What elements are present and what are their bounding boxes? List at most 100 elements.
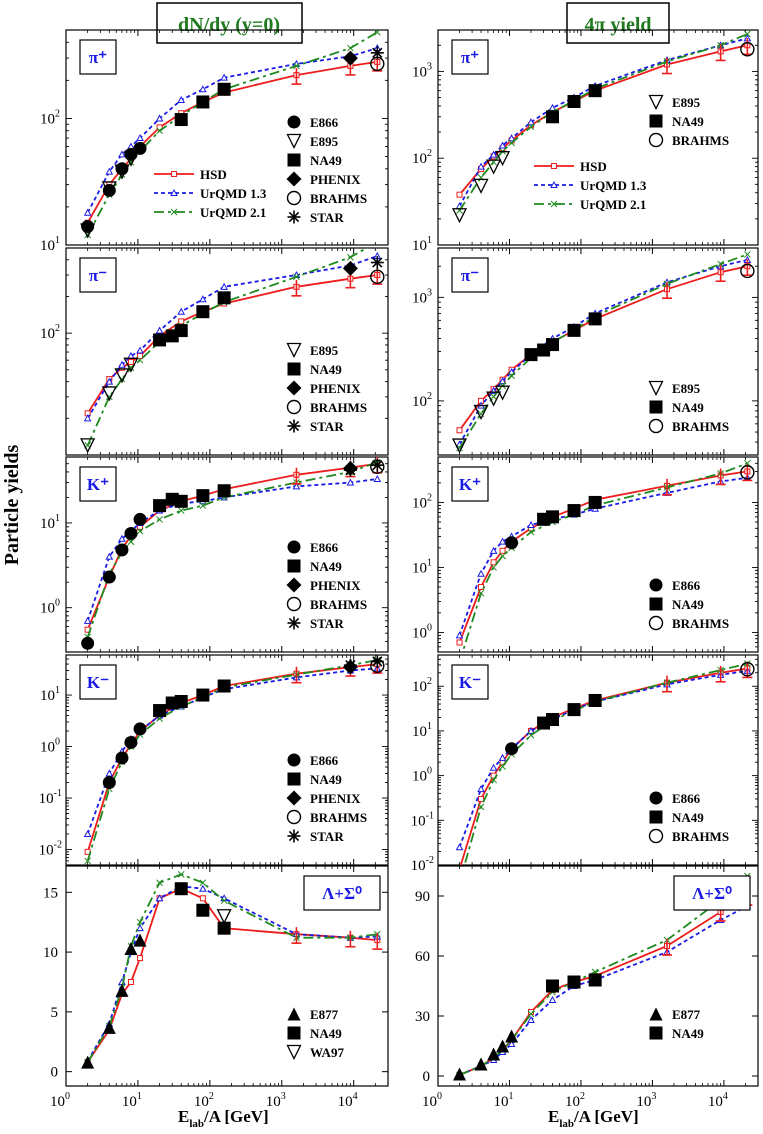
- data-point-e877: [133, 933, 147, 947]
- panel-label-text: π⁺: [89, 48, 107, 67]
- series-point-urqmd-2-1: [508, 372, 515, 380]
- legend-marker-brahms: [648, 418, 664, 434]
- panel-label: Λ+Σ⁰: [673, 875, 751, 911]
- legend-marker-e895: [648, 94, 664, 110]
- data-point-brahms: [370, 269, 385, 285]
- data-point-na49: [546, 713, 560, 727]
- legend-label: STAR: [310, 210, 344, 225]
- plot-area: [455, 660, 755, 865]
- series-point-urqmd-2-1: [477, 589, 485, 597]
- panel-lambda-sigma0-midrapidity: 100 101 102 103 104 0 5 10 15 Λ+Σ⁰ E877 NA49 WA97: [43, 865, 389, 1110]
- series-point-urqmd-1-3: [498, 753, 507, 761]
- data-point-e866: [133, 141, 147, 155]
- legend-marker-e895: [286, 342, 302, 358]
- data-point-e895: [473, 178, 489, 194]
- error-bar: [715, 265, 726, 283]
- series-point-urqmd-1-3: [118, 360, 126, 368]
- series-point-urqmd-1-3: [136, 346, 144, 354]
- legend-label: E877: [310, 1007, 339, 1022]
- y-tick-label: 101: [412, 557, 432, 576]
- data-point-e866: [505, 536, 519, 550]
- legend-label: NA49: [310, 153, 342, 168]
- panel-label-text: π⁺: [461, 48, 479, 67]
- legend-label: E866: [310, 753, 339, 768]
- data-point-na49: [567, 975, 581, 989]
- series-line-urqmd-2-1: [461, 462, 748, 652]
- error-bar: [662, 939, 673, 956]
- error-bar: [742, 259, 753, 277]
- series-point-urqmd-1-3: [155, 894, 164, 902]
- panel-k-4pi: 10-2 10-1 100 101 102 K⁻ E866 NA49 BRAHMS: [411, 654, 759, 874]
- data-point-e866: [115, 751, 129, 765]
- data-point-e895: [486, 159, 502, 175]
- panel-label: π⁺: [79, 39, 117, 75]
- legend-marker-wa97: [286, 1044, 302, 1060]
- series-point-urqmd-1-3: [477, 785, 485, 793]
- series-point-urqmd-1-3: [105, 552, 114, 560]
- legend-label: E866: [672, 791, 701, 806]
- data-point-na49: [217, 921, 231, 935]
- legend-label: STAR: [310, 829, 344, 844]
- legend-marker-na49: [287, 153, 301, 167]
- series-point-urqmd-1-3: [199, 295, 207, 303]
- legend-label: NA49: [672, 1026, 704, 1041]
- y-tick-label: 102: [412, 148, 432, 167]
- error-bar: [372, 933, 383, 950]
- y-tick-label: 102: [412, 391, 432, 410]
- data-point-na49: [217, 679, 231, 693]
- legend-marker-e866: [649, 578, 663, 592]
- panel-label: K⁻: [451, 664, 489, 700]
- series-point-hsd: [478, 795, 485, 802]
- data-point-e895: [114, 368, 130, 384]
- data-point-na49: [588, 973, 602, 987]
- panel-pi-4pi: 102 103 π⁻ E895 NA49 BRAHMS: [412, 247, 759, 456]
- panel-label-text: K⁻: [87, 673, 109, 692]
- data-point-na49: [153, 499, 167, 513]
- series-point-hsd: [456, 639, 463, 646]
- data-point-e877: [453, 1067, 467, 1081]
- data-point-na49: [217, 484, 231, 498]
- data-point-na49: [153, 704, 167, 718]
- data-point-e866: [81, 636, 95, 650]
- series-line-urqmd-2-1: [86, 659, 378, 862]
- data-point-na49: [588, 84, 602, 98]
- series-point-hsd: [499, 547, 506, 554]
- plot-frame: [437, 456, 759, 653]
- legend-label: E895: [310, 134, 339, 149]
- plot-area: [451, 30, 755, 224]
- col-title-right: 4π yield: [566, 2, 670, 44]
- series-point-urqmd-2-1: [156, 516, 163, 523]
- legend-label: BRAHMS: [310, 597, 367, 612]
- data-point-na49: [217, 291, 231, 305]
- series-point-urqmd-1-3: [118, 534, 126, 542]
- data-point-wa97: [216, 909, 232, 925]
- legend-marker-phenix: [286, 380, 302, 396]
- data-point-na49: [174, 694, 188, 708]
- error-bar: [662, 282, 673, 299]
- data-point-e877: [487, 1047, 501, 1061]
- series-point-urqmd-1-3: [199, 85, 207, 93]
- series-point-urqmd-1-3: [527, 1015, 535, 1023]
- panel-label: K⁻: [79, 664, 117, 700]
- x-tick-label: 104: [338, 1091, 358, 1110]
- legend-label: NA49: [310, 772, 342, 787]
- series-point-hsd: [127, 978, 134, 985]
- y-tick-label: 101: [412, 721, 432, 740]
- series-point-urqmd-1-3: [498, 537, 507, 545]
- data-point-brahms: [740, 662, 755, 677]
- data-point-na49: [546, 979, 560, 993]
- xlabel-rest: /A [GeV]: [573, 1107, 639, 1126]
- plot-frame: [437, 29, 759, 246]
- legend-label: E866: [310, 115, 339, 130]
- plot-area: [81, 457, 385, 650]
- legend-label: PHENIX: [310, 381, 361, 396]
- svg-text:Elab/A [GeV]: Elab/A [GeV]: [548, 1107, 639, 1130]
- legend-label: BRAHMS: [672, 419, 729, 434]
- legend-marker-e877: [287, 1007, 301, 1021]
- series-point-urqmd-2-1: [527, 731, 535, 739]
- legend-label: NA49: [672, 597, 704, 612]
- plot-frame: [437, 865, 759, 1087]
- series-point-hsd: [127, 358, 134, 365]
- data-point-e866: [81, 220, 95, 234]
